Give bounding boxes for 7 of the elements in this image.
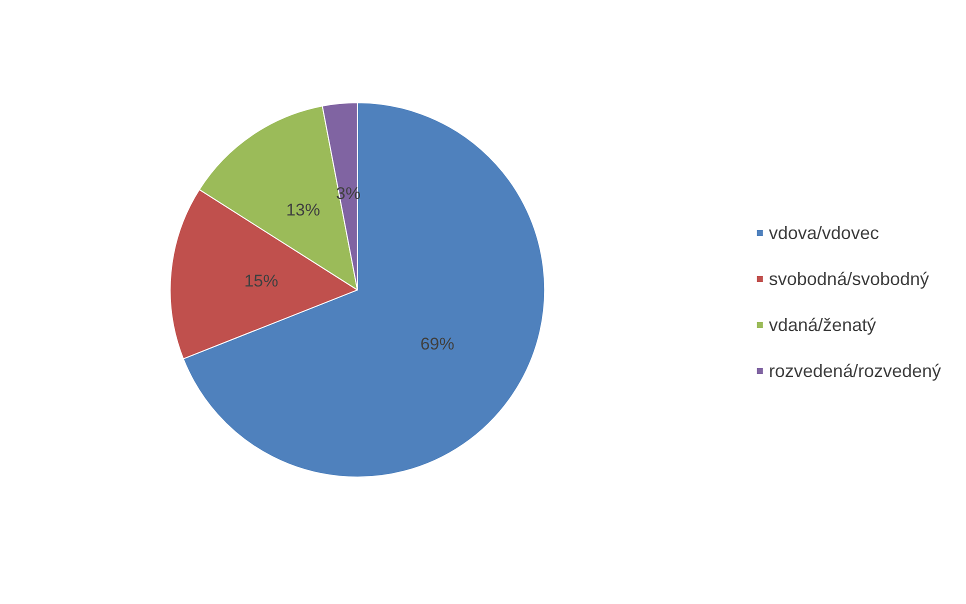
data-label: 69% (420, 334, 454, 354)
legend-label: svobodná/svobodný (768, 269, 930, 289)
legend-label: rozvedená/rozvedený (768, 361, 941, 381)
legend-label: vdaná/ženatý (768, 315, 876, 335)
legend-label: vdova/vdovec (768, 223, 879, 243)
data-label: 13% (286, 200, 320, 220)
data-label: 15% (244, 271, 278, 290)
